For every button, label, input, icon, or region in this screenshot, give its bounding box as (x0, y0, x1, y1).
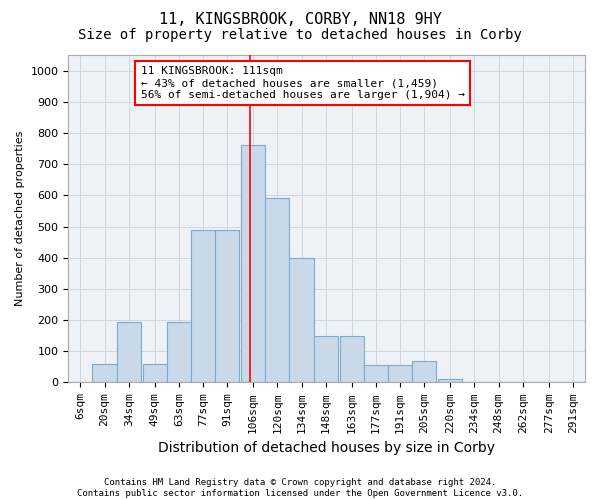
Bar (143, 364, 167, 382)
Text: Size of property relative to detached houses in Corby: Size of property relative to detached ho… (78, 28, 522, 42)
Bar (167, 322, 191, 382)
Text: 11 KINGSBROOK: 111sqm
← 43% of detached houses are smaller (1,459)
56% of semi-d: 11 KINGSBROOK: 111sqm ← 43% of detached … (140, 66, 464, 100)
Bar (314, 336, 338, 382)
Bar (412, 360, 436, 382)
Bar (388, 366, 412, 382)
X-axis label: Distribution of detached houses by size in Corby: Distribution of detached houses by size … (158, 441, 495, 455)
Y-axis label: Number of detached properties: Number of detached properties (15, 131, 25, 306)
Bar (241, 146, 265, 382)
Bar (265, 198, 289, 382)
Bar (289, 258, 314, 382)
Text: 11, KINGSBROOK, CORBY, NN18 9HY: 11, KINGSBROOK, CORBY, NN18 9HY (158, 12, 442, 28)
Bar (340, 336, 364, 382)
Bar (116, 322, 141, 382)
Bar (438, 380, 463, 382)
Text: Contains HM Land Registry data © Crown copyright and database right 2024.
Contai: Contains HM Land Registry data © Crown c… (77, 478, 523, 498)
Bar (191, 230, 215, 382)
Bar (364, 366, 388, 382)
Bar (92, 364, 116, 382)
Bar (215, 230, 239, 382)
